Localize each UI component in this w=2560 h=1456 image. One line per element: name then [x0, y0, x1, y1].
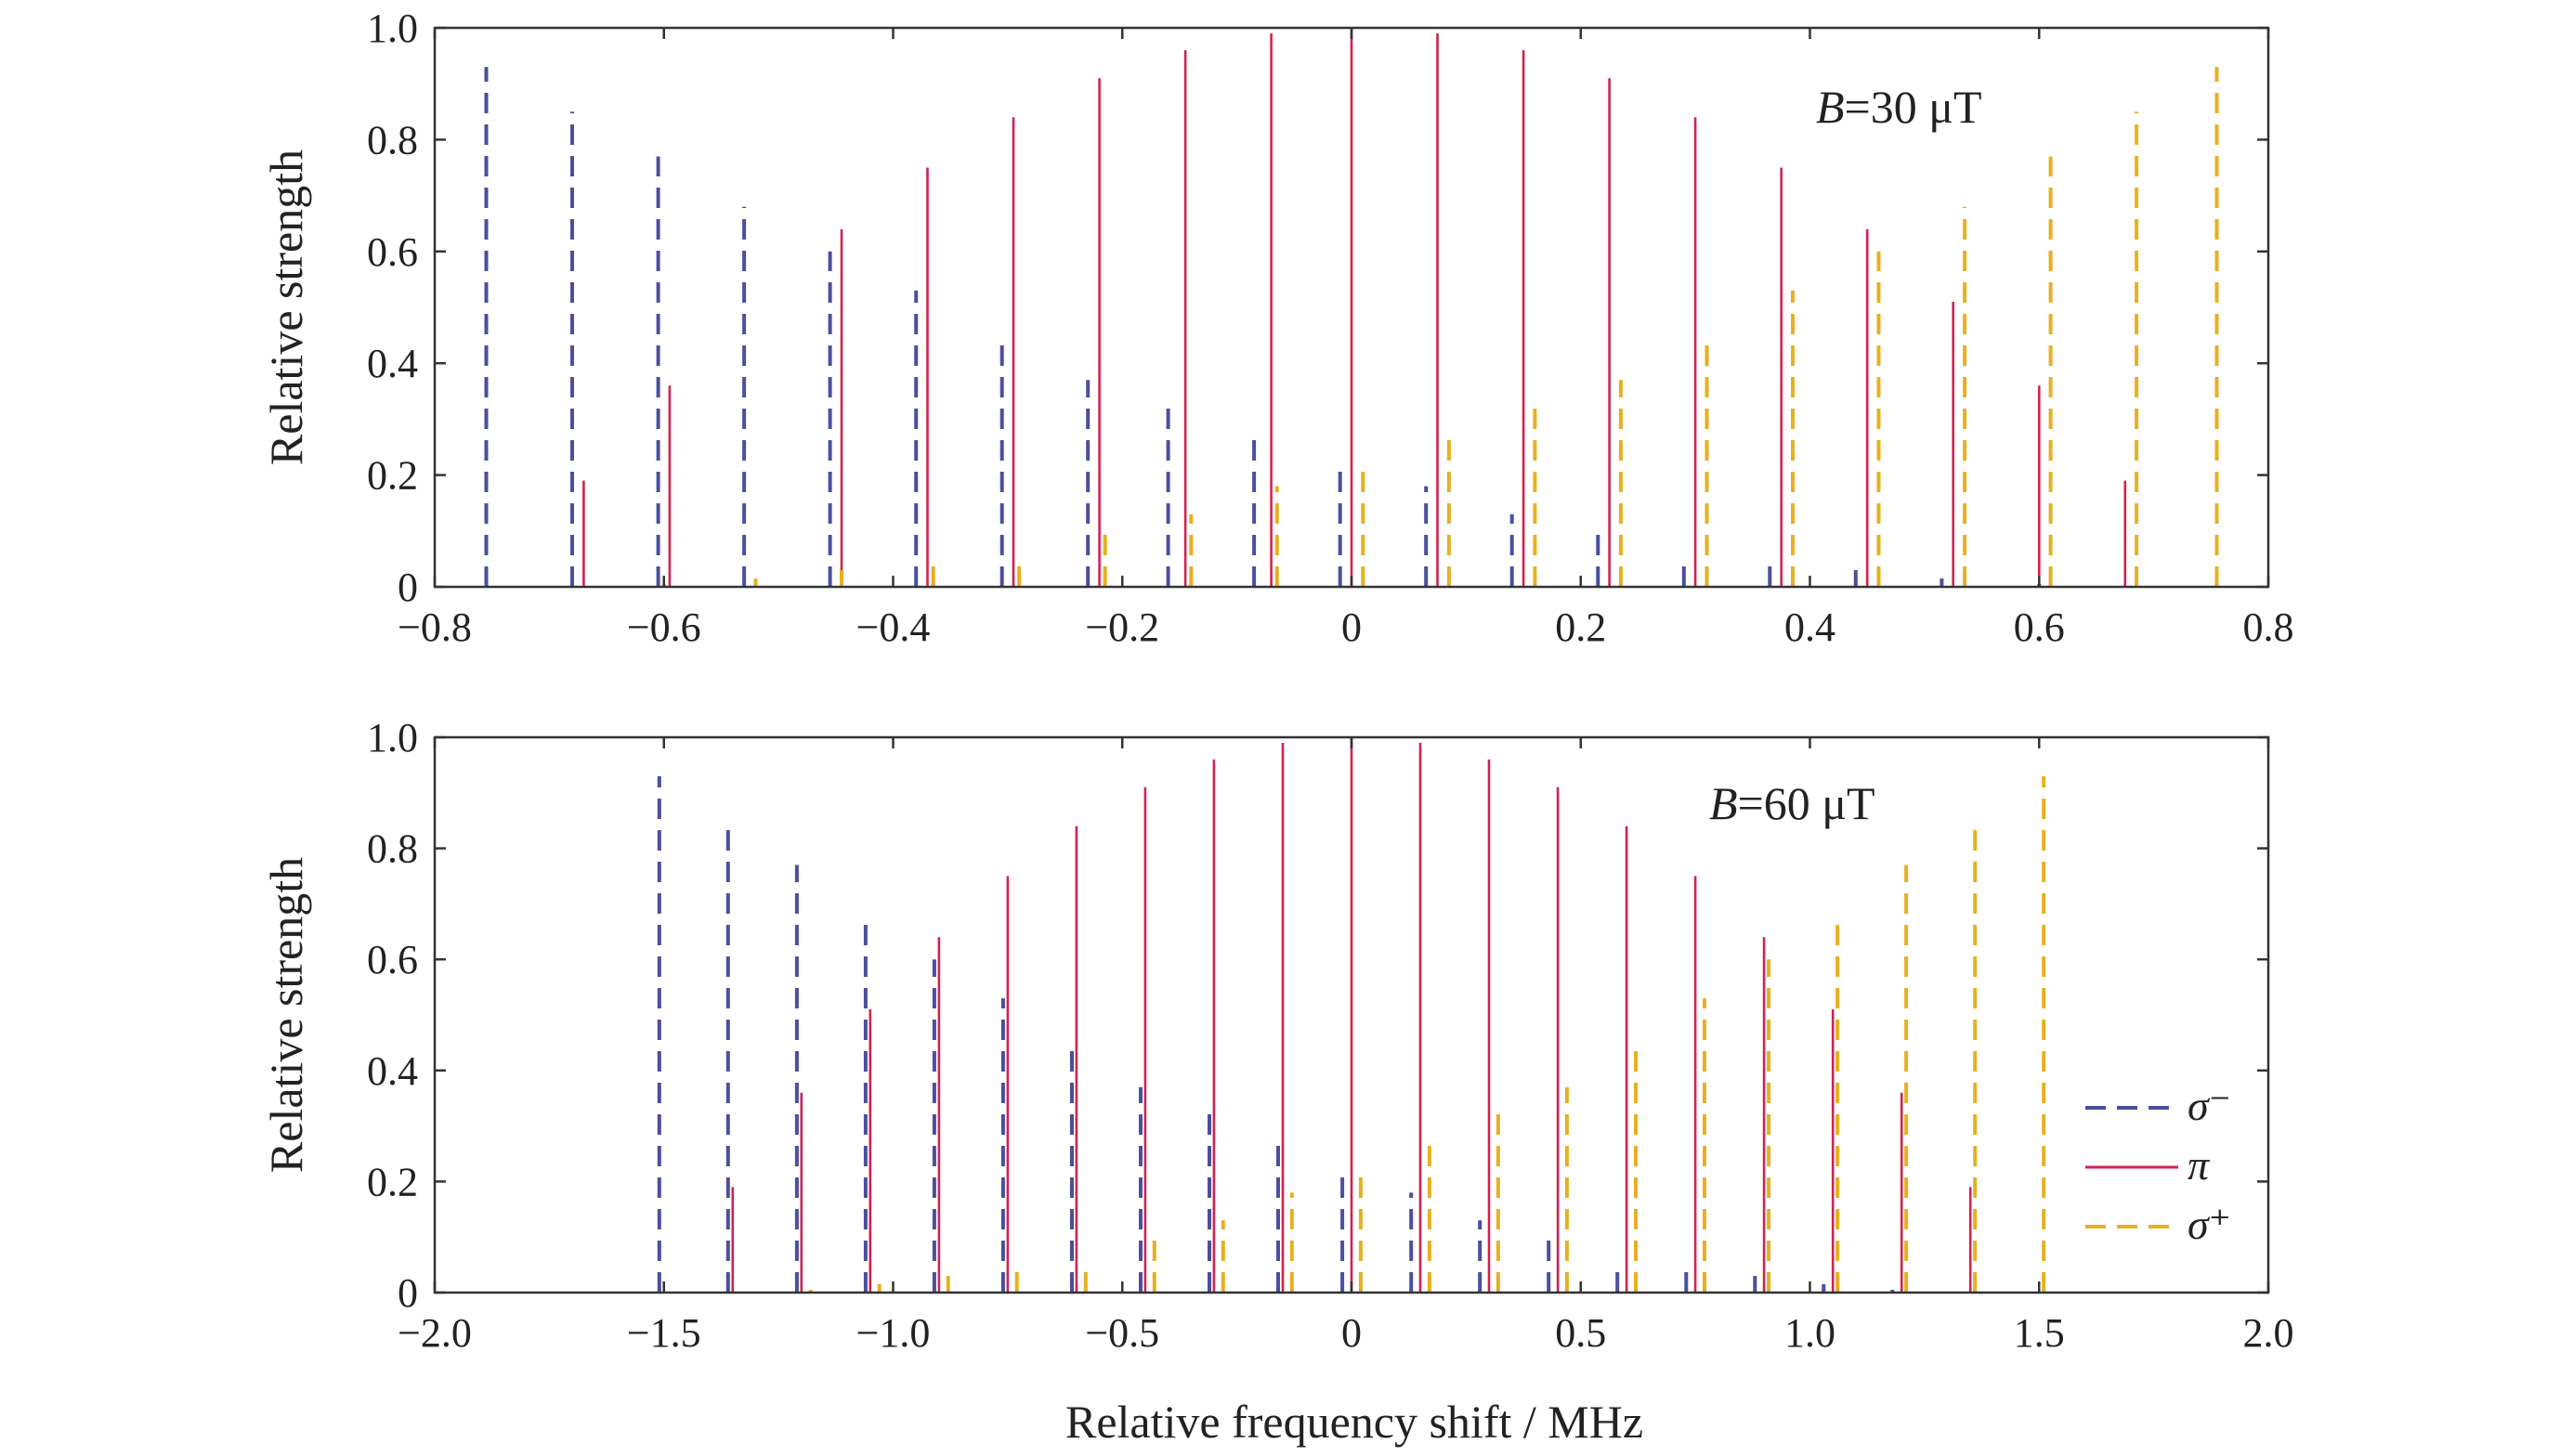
field-annotation-top: B=30 μT	[1816, 81, 1982, 133]
y-tick-label: 0.8	[367, 826, 418, 872]
x-tick-label: 1.5	[2014, 1310, 2065, 1356]
x-tick-label: −0.4	[856, 604, 931, 650]
field-annotation-var: B	[1709, 777, 1738, 829]
field-annotation-bottom: B=60 μT	[1709, 777, 1875, 829]
field-annotation-eq: =30 μT	[1845, 81, 1982, 133]
y-axis-title-top: Relative strength	[260, 150, 312, 465]
bars-bottom	[657, 737, 2046, 1293]
y-tick-label: 1.0	[367, 6, 418, 51]
x-tick-label: −1.0	[856, 1310, 931, 1356]
legend-label-sigma-minus: σ⁻	[2188, 1082, 2231, 1129]
y-tick-label: 0.4	[367, 341, 418, 386]
ticks-top: −0.8 −0.6 −0.4 −0.2 0 0.2 0.4 0.6 0.8 0 0.2 0.4 0.6 0…	[367, 6, 2294, 650]
x-tick-label: −0.2	[1085, 604, 1159, 650]
legend-label-sigma-plus: σ⁺	[2188, 1201, 2231, 1248]
x-tick-label: −0.5	[1085, 1310, 1159, 1356]
x-tick-label: 0.2	[1555, 604, 1606, 650]
x-tick-label: 0.6	[2014, 604, 2065, 650]
x-tick-label: −0.8	[398, 604, 472, 650]
ticks-bottom: −2.0 −1.5 −1.0 −0.5 0 0.5 1.0 1.5 2.0 0 0.2 0.4 0.6 0…	[367, 715, 2294, 1356]
x-tick-label: 0.5	[1555, 1310, 1606, 1356]
x-tick-label: 0	[1341, 1310, 1362, 1356]
x-tick-label: 2.0	[2243, 1310, 2294, 1356]
panel-bottom: −2.0 −1.5 −1.0 −0.5 0 0.5 1.0 1.5 2.0 0 0.2 0.4 0.6 0…	[260, 715, 2294, 1356]
x-tick-label: −2.0	[398, 1310, 472, 1356]
y-tick-label: 0	[398, 1270, 418, 1316]
y-axis-title-bottom: Relative strength	[260, 857, 312, 1173]
x-tick-label: 1.0	[1784, 1310, 1835, 1356]
y-tick-label: 0.8	[367, 117, 418, 162]
y-tick-label: 0.6	[367, 937, 418, 982]
legend: σ⁻ π σ⁺	[2085, 1082, 2231, 1248]
field-annotation-eq: =60 μT	[1738, 777, 1875, 829]
legend-label-pi: π	[2188, 1141, 2211, 1189]
x-tick-label: 0.4	[1784, 604, 1835, 650]
panel-top: −0.8 −0.6 −0.4 −0.2 0 0.2 0.4 0.6 0.8 0 0.2 0.4 0.6 0…	[260, 6, 2294, 650]
y-tick-label: 0.2	[367, 1159, 418, 1204]
y-tick-label: 1.0	[367, 715, 418, 760]
x-tick-label: −1.5	[627, 1310, 701, 1356]
y-tick-label: 0.2	[367, 453, 418, 499]
x-tick-label: 0	[1341, 604, 1362, 650]
y-tick-label: 0	[398, 565, 418, 610]
x-axis-title: Relative frequency shift / MHz	[1065, 1396, 1643, 1448]
bars-top	[484, 28, 2219, 587]
x-tick-label: 0.8	[2243, 604, 2294, 650]
x-tick-label: −0.6	[627, 604, 701, 650]
y-tick-label: 0.4	[367, 1048, 418, 1094]
y-tick-label: 0.6	[367, 229, 418, 275]
field-annotation-var: B	[1816, 81, 1845, 133]
